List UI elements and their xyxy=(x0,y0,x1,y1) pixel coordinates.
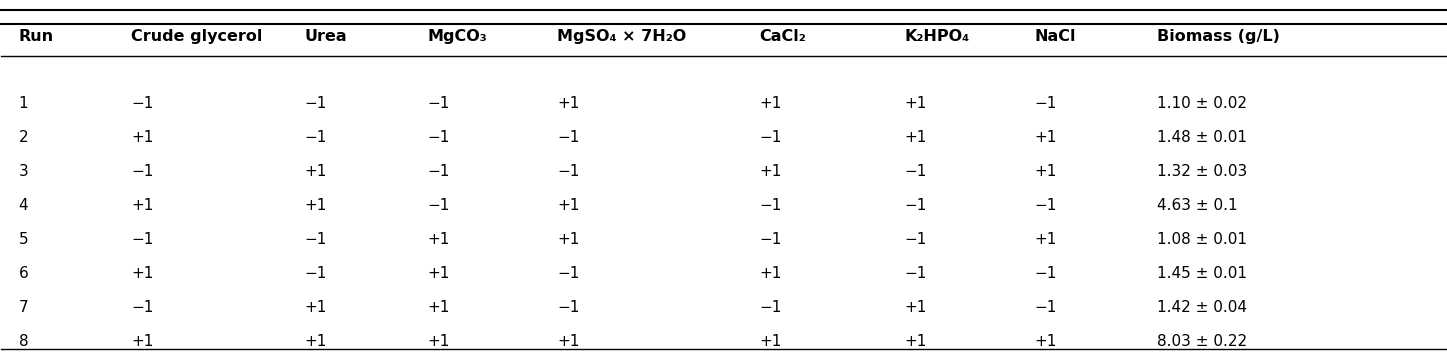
Text: +1: +1 xyxy=(557,96,580,111)
Text: +1: +1 xyxy=(132,198,153,213)
Text: −1: −1 xyxy=(132,232,153,247)
Text: −1: −1 xyxy=(132,164,153,179)
Text: −1: −1 xyxy=(427,164,450,179)
Text: 1.48 ± 0.01: 1.48 ± 0.01 xyxy=(1156,130,1247,145)
Text: −1: −1 xyxy=(904,198,926,213)
Text: CaCl₂: CaCl₂ xyxy=(760,29,806,44)
Text: MgSO₄ × 7H₂O: MgSO₄ × 7H₂O xyxy=(557,29,687,44)
Text: +1: +1 xyxy=(305,164,327,179)
Text: 1.08 ± 0.01: 1.08 ± 0.01 xyxy=(1156,232,1247,247)
Text: −1: −1 xyxy=(1035,96,1056,111)
Text: −1: −1 xyxy=(305,232,327,247)
Text: +1: +1 xyxy=(760,96,781,111)
Text: −1: −1 xyxy=(760,130,781,145)
Text: +1: +1 xyxy=(305,334,327,349)
Text: +1: +1 xyxy=(1035,232,1056,247)
Text: 1.45 ± 0.01: 1.45 ± 0.01 xyxy=(1156,266,1247,281)
Text: +1: +1 xyxy=(760,334,781,349)
Text: −1: −1 xyxy=(760,198,781,213)
Text: +1: +1 xyxy=(557,198,580,213)
Text: 8: 8 xyxy=(19,334,29,349)
Text: 1.10 ± 0.02: 1.10 ± 0.02 xyxy=(1156,96,1247,111)
Text: −1: −1 xyxy=(1035,266,1056,281)
Text: −1: −1 xyxy=(427,130,450,145)
Text: −1: −1 xyxy=(427,198,450,213)
Text: +1: +1 xyxy=(904,300,926,315)
Text: +1: +1 xyxy=(427,334,450,349)
Text: K₂HPO₄: K₂HPO₄ xyxy=(904,29,969,44)
Text: 6: 6 xyxy=(19,266,29,281)
Text: Biomass (g/L): Biomass (g/L) xyxy=(1156,29,1279,44)
Text: −1: −1 xyxy=(557,130,580,145)
Text: −1: −1 xyxy=(1035,300,1056,315)
Text: −1: −1 xyxy=(427,96,450,111)
Text: −1: −1 xyxy=(1035,198,1056,213)
Text: +1: +1 xyxy=(904,130,926,145)
Text: +1: +1 xyxy=(132,130,153,145)
Text: −1: −1 xyxy=(760,300,781,315)
Text: 1.42 ± 0.04: 1.42 ± 0.04 xyxy=(1156,300,1247,315)
Text: +1: +1 xyxy=(132,334,153,349)
Text: +1: +1 xyxy=(1035,130,1056,145)
Text: +1: +1 xyxy=(1035,334,1056,349)
Text: 5: 5 xyxy=(19,232,29,247)
Text: +1: +1 xyxy=(132,266,153,281)
Text: NaCl: NaCl xyxy=(1035,29,1075,44)
Text: +1: +1 xyxy=(1035,164,1056,179)
Text: 8.03 ± 0.22: 8.03 ± 0.22 xyxy=(1156,334,1247,349)
Text: −1: −1 xyxy=(132,300,153,315)
Text: MgCO₃: MgCO₃ xyxy=(427,29,488,44)
Text: 1.32 ± 0.03: 1.32 ± 0.03 xyxy=(1156,164,1247,179)
Text: −1: −1 xyxy=(557,266,580,281)
Text: +1: +1 xyxy=(427,232,450,247)
Text: −1: −1 xyxy=(305,266,327,281)
Text: −1: −1 xyxy=(904,164,926,179)
Text: +1: +1 xyxy=(427,300,450,315)
Text: +1: +1 xyxy=(760,266,781,281)
Text: +1: +1 xyxy=(427,266,450,281)
Text: −1: −1 xyxy=(305,130,327,145)
Text: Crude glycerol: Crude glycerol xyxy=(132,29,263,44)
Text: +1: +1 xyxy=(557,334,580,349)
Text: 1: 1 xyxy=(19,96,29,111)
Text: −1: −1 xyxy=(557,164,580,179)
Text: +1: +1 xyxy=(305,198,327,213)
Text: 2: 2 xyxy=(19,130,29,145)
Text: Urea: Urea xyxy=(305,29,347,44)
Text: −1: −1 xyxy=(557,300,580,315)
Text: Run: Run xyxy=(19,29,54,44)
Text: 7: 7 xyxy=(19,300,29,315)
Text: +1: +1 xyxy=(760,164,781,179)
Text: 3: 3 xyxy=(19,164,29,179)
Text: +1: +1 xyxy=(904,334,926,349)
Text: +1: +1 xyxy=(904,96,926,111)
Text: +1: +1 xyxy=(557,232,580,247)
Text: −1: −1 xyxy=(904,232,926,247)
Text: −1: −1 xyxy=(305,96,327,111)
Text: 4.63 ± 0.1: 4.63 ± 0.1 xyxy=(1156,198,1237,213)
Text: 4: 4 xyxy=(19,198,29,213)
Text: −1: −1 xyxy=(132,96,153,111)
Text: −1: −1 xyxy=(760,232,781,247)
Text: +1: +1 xyxy=(305,300,327,315)
Text: −1: −1 xyxy=(904,266,926,281)
